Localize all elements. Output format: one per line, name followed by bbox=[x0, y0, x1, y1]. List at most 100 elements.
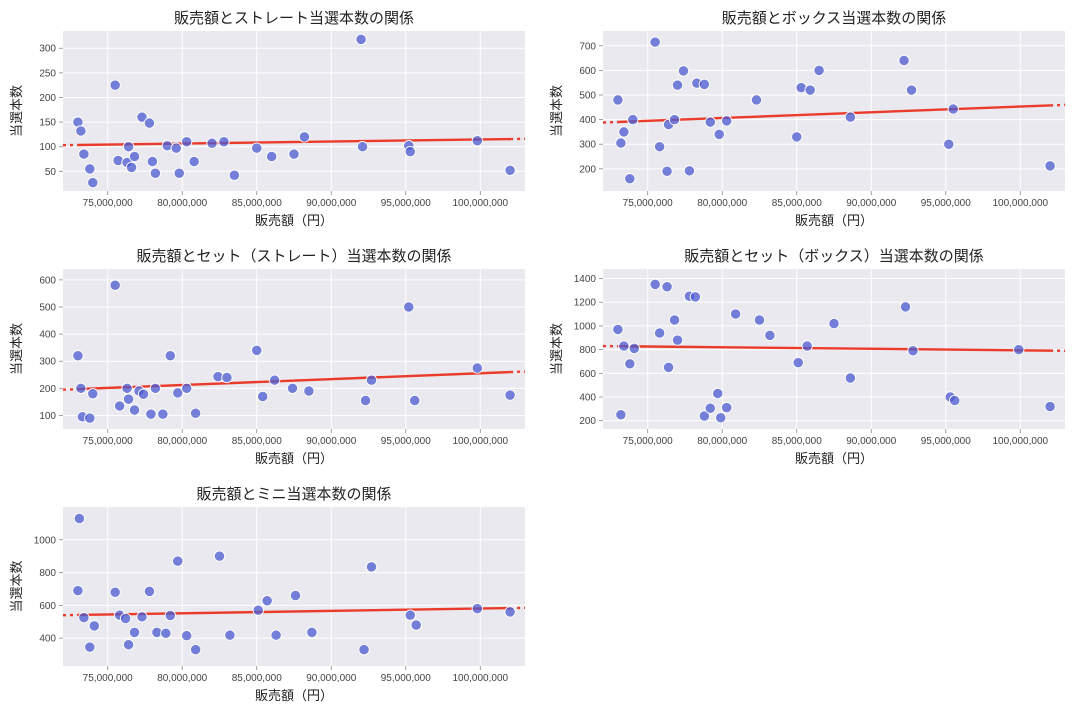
data-point bbox=[129, 627, 139, 637]
data-point bbox=[366, 375, 376, 385]
data-point bbox=[171, 143, 181, 153]
data-point bbox=[669, 315, 679, 325]
data-point bbox=[613, 324, 623, 334]
data-point bbox=[289, 149, 299, 159]
data-point bbox=[950, 395, 960, 405]
data-point bbox=[716, 413, 726, 423]
data-point bbox=[792, 132, 802, 142]
data-point bbox=[366, 562, 376, 572]
data-point bbox=[229, 170, 239, 180]
y-tick-label: 200 bbox=[579, 416, 596, 427]
data-point bbox=[123, 141, 133, 151]
data-point bbox=[845, 373, 855, 383]
data-point bbox=[906, 85, 916, 95]
data-point bbox=[85, 642, 95, 652]
data-point bbox=[88, 177, 98, 187]
data-point bbox=[144, 118, 154, 128]
data-point bbox=[765, 330, 775, 340]
y-tick-label: 1400 bbox=[574, 274, 597, 285]
scatter-chart: 10020030040050060075,000,00080,000,00085… bbox=[5, 243, 535, 473]
y-axis-label: 当選本数 bbox=[549, 85, 564, 137]
data-point bbox=[214, 551, 224, 561]
y-tick-label: 800 bbox=[39, 568, 56, 579]
data-point bbox=[662, 166, 672, 176]
x-tick-label: 95,000,000 bbox=[921, 198, 971, 209]
data-point bbox=[252, 345, 262, 355]
x-tick-label: 80,000,000 bbox=[157, 198, 207, 209]
data-point bbox=[619, 341, 629, 351]
data-point bbox=[190, 644, 200, 654]
data-point bbox=[158, 409, 168, 419]
chart-title: 販売額とミニ当選本数の関係 bbox=[196, 486, 391, 503]
data-point bbox=[258, 391, 268, 401]
x-tick-label: 90,000,000 bbox=[306, 436, 356, 447]
data-point bbox=[165, 351, 175, 361]
data-point bbox=[147, 156, 157, 166]
x-tick-label: 85,000,000 bbox=[232, 436, 282, 447]
data-point bbox=[262, 596, 272, 606]
y-tick-label: 600 bbox=[579, 369, 596, 380]
data-point bbox=[793, 357, 803, 367]
data-point bbox=[120, 613, 130, 623]
x-tick-label: 95,000,000 bbox=[381, 673, 431, 684]
data-point bbox=[360, 395, 370, 405]
x-tick-label: 75,000,000 bbox=[83, 198, 133, 209]
data-point bbox=[944, 139, 954, 149]
data-point bbox=[730, 309, 740, 319]
x-axis-label: 販売額（円） bbox=[255, 451, 333, 466]
x-tick-label: 80,000,000 bbox=[157, 436, 207, 447]
data-point bbox=[299, 132, 309, 142]
y-tick-label: 300 bbox=[579, 140, 596, 151]
data-point bbox=[287, 383, 297, 393]
x-tick-label: 100,000,000 bbox=[992, 436, 1048, 447]
chart-panel-box: 20030040050060070075,000,00080,000,00085… bbox=[545, 5, 1075, 235]
data-point bbox=[357, 141, 367, 151]
data-point bbox=[123, 394, 133, 404]
data-point bbox=[110, 280, 120, 290]
x-axis-label: 販売額（円） bbox=[795, 213, 873, 228]
data-point bbox=[713, 388, 723, 398]
x-axis-label: 販売額（円） bbox=[255, 688, 333, 703]
x-tick-label: 80,000,000 bbox=[697, 198, 747, 209]
y-tick-label: 100 bbox=[39, 411, 56, 422]
data-point bbox=[616, 410, 626, 420]
data-point bbox=[76, 126, 86, 136]
y-axis-label: 当選本数 bbox=[549, 323, 564, 375]
data-point bbox=[751, 95, 761, 105]
data-point bbox=[1045, 161, 1055, 171]
data-point bbox=[137, 612, 147, 622]
data-point bbox=[290, 590, 300, 600]
data-point bbox=[110, 80, 120, 90]
data-point bbox=[754, 315, 764, 325]
data-point bbox=[705, 117, 715, 127]
data-point bbox=[181, 630, 191, 640]
data-point bbox=[805, 85, 815, 95]
data-point bbox=[181, 137, 191, 147]
data-point bbox=[629, 343, 639, 353]
y-tick-label: 1200 bbox=[574, 298, 597, 309]
data-point bbox=[89, 621, 99, 631]
y-tick-label: 200 bbox=[579, 164, 596, 175]
data-point bbox=[472, 603, 482, 613]
data-point bbox=[690, 292, 700, 302]
x-tick-label: 80,000,000 bbox=[157, 673, 207, 684]
data-point bbox=[625, 173, 635, 183]
data-point bbox=[190, 408, 200, 418]
y-tick-label: 500 bbox=[579, 91, 596, 102]
x-tick-label: 75,000,000 bbox=[83, 436, 133, 447]
y-tick-label: 800 bbox=[579, 345, 596, 356]
data-point bbox=[74, 513, 84, 523]
x-tick-label: 80,000,000 bbox=[697, 436, 747, 447]
x-tick-label: 85,000,000 bbox=[772, 198, 822, 209]
data-point bbox=[225, 630, 235, 640]
data-point bbox=[161, 628, 171, 638]
y-tick-label: 150 bbox=[39, 118, 56, 129]
data-point bbox=[654, 141, 664, 151]
data-point bbox=[721, 116, 731, 126]
data-point bbox=[88, 389, 98, 399]
x-axis-label: 販売額（円） bbox=[255, 213, 333, 228]
data-point bbox=[472, 363, 482, 373]
chart-panel-straight: 5010015020025030075,000,00080,000,00085,… bbox=[5, 5, 535, 235]
data-point bbox=[266, 151, 276, 161]
data-point bbox=[269, 375, 279, 385]
